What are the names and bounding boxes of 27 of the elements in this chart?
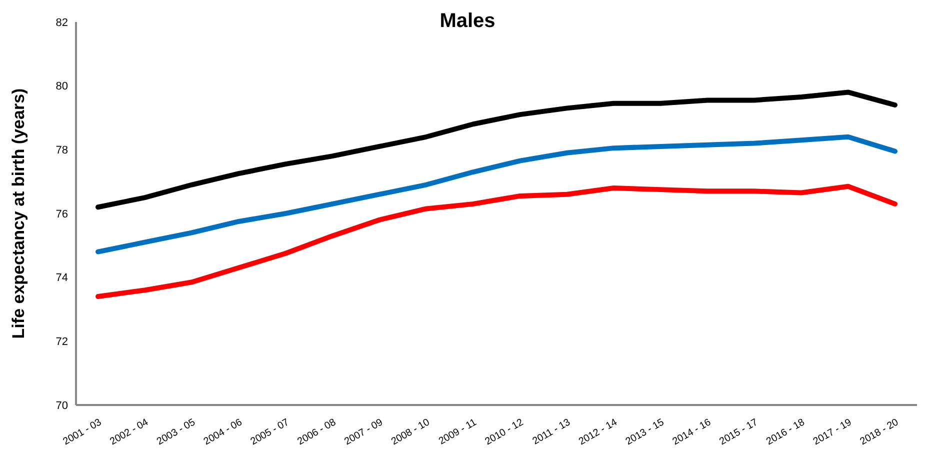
x-tick-label: 2017 - 19 (812, 416, 854, 448)
x-tick-label: 2010 - 12 (483, 416, 526, 448)
y-tick-label: 74 (56, 272, 68, 284)
x-tick-label: 2011 - 13 (530, 416, 573, 448)
y-tick-label: 78 (56, 144, 68, 157)
y-tick-label: 70 (56, 400, 68, 412)
x-tick-label: 2009 - 11 (437, 416, 479, 448)
x-tick-label: 2006 - 08 (296, 416, 338, 448)
x-tick-label: 2013 - 15 (624, 416, 666, 448)
y-axis-title: Life expectancy at birth (years) (9, 88, 28, 339)
x-tick-label: 2012 - 14 (577, 416, 620, 448)
x-tick-label: 2015 - 17 (718, 416, 760, 448)
x-tick-label: 2002 - 04 (108, 416, 151, 448)
x-tick-label: 2016 - 18 (764, 416, 808, 448)
y-tick-label: 72 (56, 336, 68, 348)
x-tick-label: 2007 - 09 (342, 416, 386, 448)
x-tick-label: 2018 - 20 (858, 416, 901, 448)
x-tick-label: 2003 - 05 (155, 416, 198, 448)
y-tick-label: 80 (56, 80, 68, 93)
y-tick-label: 76 (56, 208, 68, 220)
x-tick-label: 2008 - 10 (390, 416, 432, 448)
x-tick-label: 2014 - 16 (670, 416, 714, 448)
chart-title: Males (440, 10, 496, 32)
x-tick-label: 2001 - 03 (61, 416, 104, 448)
y-tick-label: 82 (56, 16, 68, 29)
x-tick-label: 2005 - 07 (248, 416, 292, 448)
x-tick-label: 2004 - 06 (202, 416, 245, 448)
